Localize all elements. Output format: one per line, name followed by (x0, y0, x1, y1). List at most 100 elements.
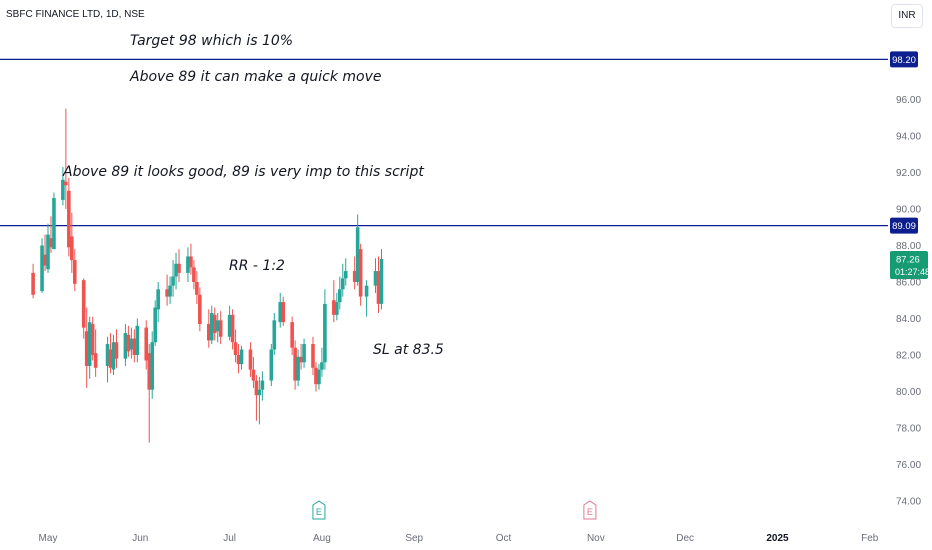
candle-body (150, 342, 155, 390)
candle-body (257, 389, 262, 396)
candle[interactable] (239, 345, 244, 370)
candle[interactable] (67, 177, 71, 257)
candle[interactable] (93, 329, 98, 377)
candle[interactable] (302, 338, 306, 368)
candle[interactable] (332, 280, 336, 323)
candle[interactable] (281, 296, 286, 326)
candle-body (343, 271, 348, 279)
x-tick-label: Feb (861, 533, 879, 544)
candle[interactable] (168, 276, 172, 304)
candle-body (108, 349, 113, 368)
candle[interactable] (335, 292, 339, 321)
candle[interactable] (293, 340, 297, 390)
candle[interactable] (364, 280, 369, 317)
candle[interactable] (352, 256, 357, 290)
earnings-icon[interactable]: E (312, 500, 326, 520)
candle[interactable] (186, 247, 190, 282)
candle[interactable] (311, 336, 315, 376)
candle[interactable] (81, 278, 86, 339)
candle[interactable] (132, 329, 137, 363)
candle[interactable] (218, 311, 223, 345)
candle[interactable] (206, 309, 211, 348)
candle[interactable] (290, 316, 294, 355)
candle[interactable] (87, 316, 92, 379)
candle[interactable] (320, 347, 324, 377)
candle[interactable] (272, 313, 277, 355)
candle[interactable] (379, 249, 384, 310)
candle[interactable] (299, 344, 303, 370)
candle[interactable] (340, 263, 345, 297)
candle[interactable] (317, 364, 321, 390)
candle[interactable] (174, 252, 178, 290)
candle[interactable] (373, 258, 378, 293)
candle[interactable] (337, 276, 342, 310)
candle[interactable] (233, 329, 238, 363)
candle-body (46, 234, 50, 270)
candle[interactable] (248, 342, 253, 377)
candle[interactable] (43, 234, 47, 272)
candle[interactable] (90, 316, 95, 361)
candle[interactable] (358, 243, 363, 306)
candle-body (129, 338, 134, 350)
currency-selector[interactable]: INR (891, 4, 923, 28)
candle-body (198, 294, 202, 324)
candle[interactable] (153, 300, 157, 346)
candle[interactable] (189, 243, 193, 275)
candle[interactable] (105, 336, 110, 383)
candle[interactable] (254, 375, 259, 421)
earnings-label: E (587, 507, 593, 517)
candle[interactable] (72, 249, 77, 292)
candle[interactable] (61, 167, 65, 206)
candle[interactable] (114, 329, 119, 368)
candle[interactable] (212, 307, 217, 341)
candle[interactable] (230, 309, 235, 350)
candle[interactable] (195, 271, 199, 304)
candle[interactable] (52, 192, 56, 250)
y-tick-label: 96.00 (896, 95, 921, 106)
candle[interactable] (343, 258, 348, 286)
candle[interactable] (260, 371, 265, 401)
candle[interactable] (165, 274, 169, 306)
candle[interactable] (135, 318, 140, 363)
candle-body (168, 285, 172, 297)
candle-body (364, 285, 369, 297)
candle[interactable] (227, 305, 232, 341)
candle[interactable] (198, 287, 202, 332)
candle[interactable] (177, 249, 181, 282)
candle[interactable] (150, 331, 155, 399)
candle[interactable] (215, 313, 220, 343)
candle[interactable] (108, 333, 113, 374)
candle[interactable] (111, 334, 116, 376)
candle[interactable] (40, 238, 44, 293)
candle[interactable] (323, 289, 327, 370)
candle[interactable] (257, 376, 262, 425)
candle[interactable] (144, 320, 149, 370)
candle[interactable] (296, 349, 300, 387)
candle[interactable] (147, 344, 152, 443)
candle[interactable] (31, 263, 35, 299)
candle[interactable] (84, 307, 89, 388)
candle[interactable] (171, 260, 175, 297)
candle[interactable] (192, 260, 196, 290)
candle[interactable] (46, 223, 50, 273)
candle[interactable] (355, 214, 360, 286)
candle[interactable] (129, 327, 134, 359)
candle[interactable] (269, 344, 274, 387)
candle[interactable] (278, 292, 283, 328)
candle[interactable] (64, 108, 68, 209)
candle-body (93, 353, 98, 368)
candle[interactable] (236, 344, 241, 374)
candle[interactable] (49, 216, 53, 253)
candle[interactable] (251, 356, 256, 388)
candle[interactable] (209, 305, 214, 345)
earnings-icon[interactable]: E (583, 500, 597, 520)
candle[interactable] (156, 282, 160, 323)
candle[interactable] (314, 362, 318, 392)
candle[interactable] (70, 212, 74, 273)
candle[interactable] (123, 323, 128, 366)
candle-body (317, 369, 321, 385)
candle[interactable] (126, 325, 131, 357)
candle[interactable] (376, 256, 381, 314)
